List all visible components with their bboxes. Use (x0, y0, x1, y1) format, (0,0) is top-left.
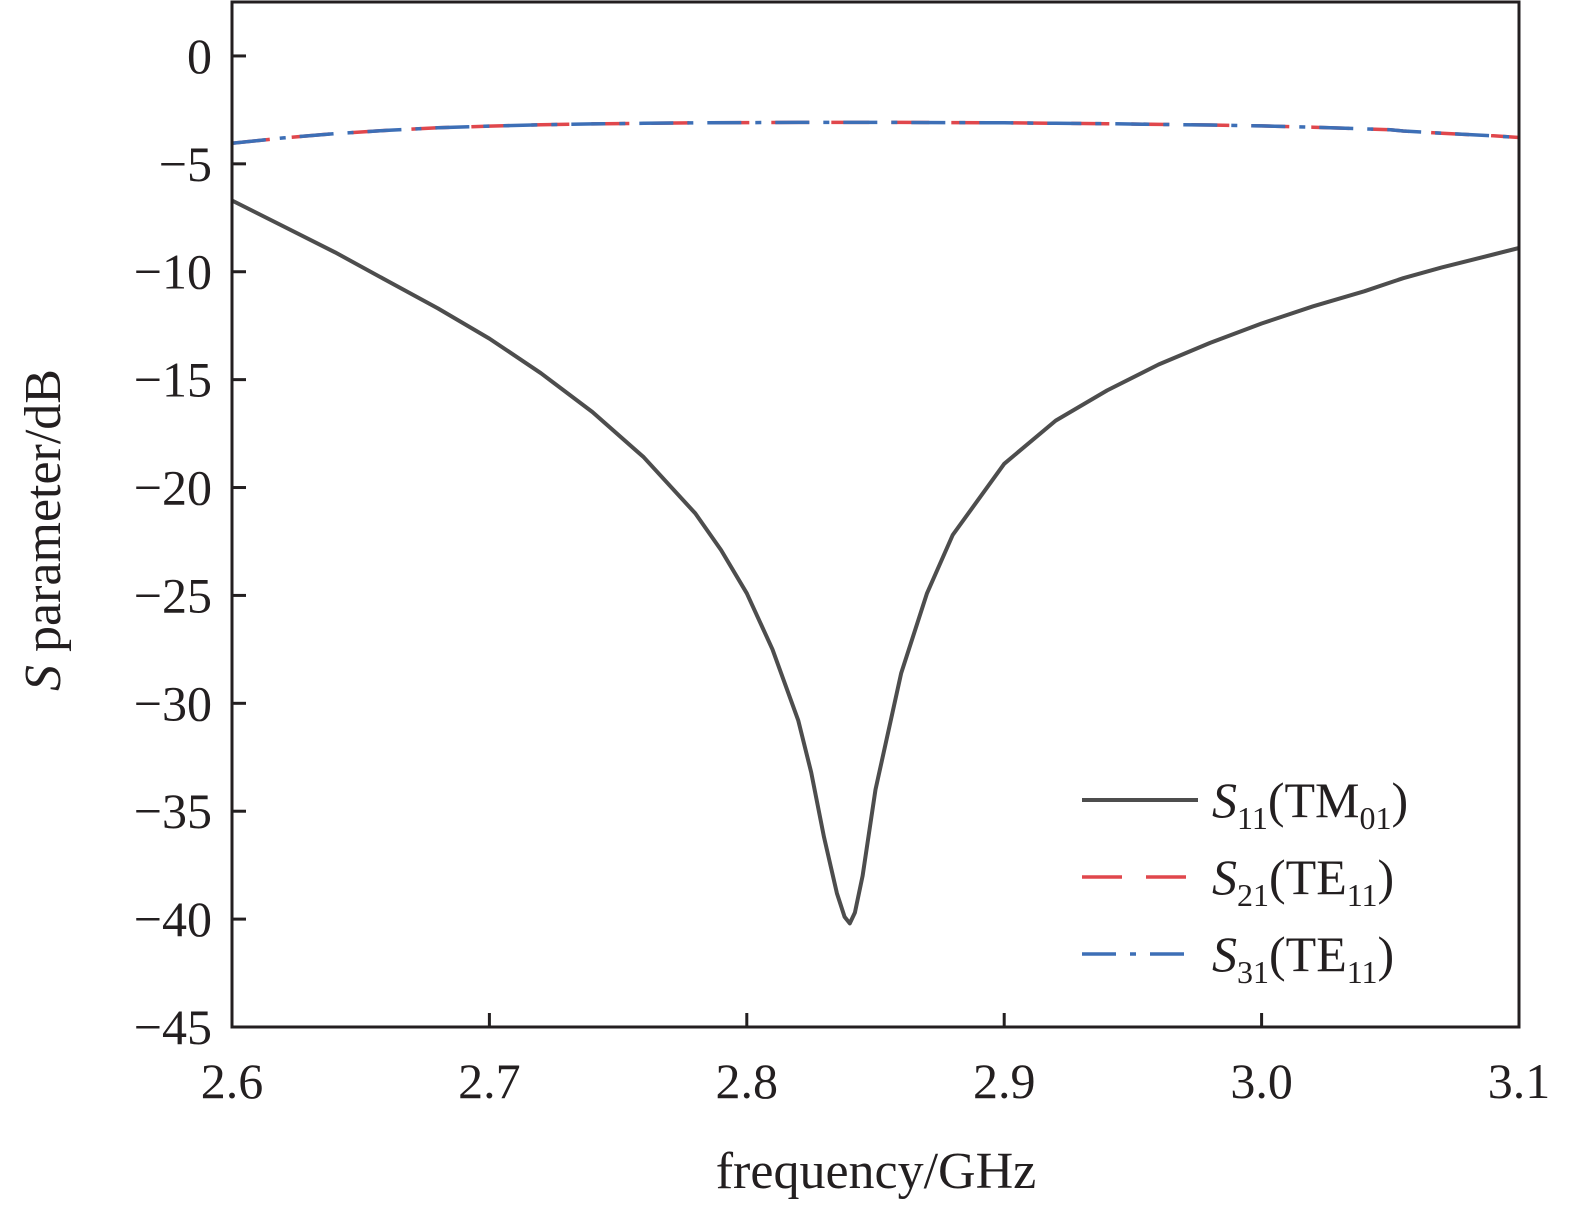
y-axis-title-italic: S (15, 665, 72, 691)
series-line-s11-tm01 (231, 198, 1520, 926)
legend: S11(TM01) S21(TE11) S31(TE11) (1082, 772, 1408, 990)
x-tick-label: 3.0 (1230, 1053, 1293, 1109)
legend-label: S31(TE11) (1212, 926, 1394, 990)
x-tick-label: 2.6 (201, 1053, 264, 1109)
x-tick-labels: 2.6 2.7 2.8 2.9 3.0 3.1 (201, 1053, 1551, 1109)
y-tick-label: −15 (134, 352, 212, 408)
y-tick-label: −10 (134, 244, 212, 300)
y-tick-label: 0 (187, 28, 212, 84)
plot-frame (230, 0, 1521, 1029)
y-tick-labels: 0 −5 −10 −15 −20 −25 −30 −35 −40 −45 (134, 28, 212, 1055)
y-tick-label: −5 (159, 136, 212, 192)
x-axis-title: frequency/GHz (716, 1143, 1037, 1200)
y-tick-label: −40 (134, 891, 212, 947)
y-tick-label: −30 (134, 675, 212, 731)
legend-label: S21(TE11) (1212, 849, 1394, 913)
x-tick-label: 2.8 (716, 1053, 779, 1109)
y-tick-label: −25 (134, 567, 212, 623)
series-line-s31-te11 (231, 120, 1520, 146)
y-tick-label: −45 (134, 999, 212, 1055)
x-tick-label: 3.1 (1488, 1053, 1551, 1109)
y-tick-label: −35 (134, 783, 212, 839)
x-tick-label: 2.7 (458, 1053, 521, 1109)
plot-area (231, 120, 1520, 926)
series-line-s21-te11 (231, 120, 1520, 146)
x-tick-label: 2.9 (973, 1053, 1036, 1109)
legend-label: S11(TM01) (1212, 772, 1408, 836)
y-axis-title: S parameter/dB (15, 369, 72, 691)
y-axis-title-rest: parameter/dB (15, 369, 72, 665)
y-tick-label: −20 (134, 460, 212, 516)
